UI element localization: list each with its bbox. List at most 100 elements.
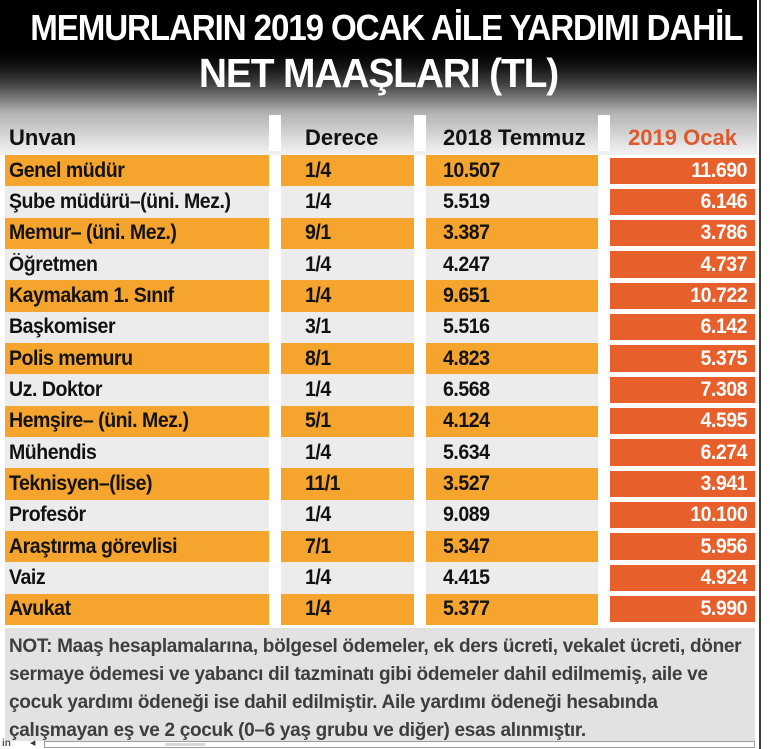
derece-text: 1/4 — [305, 283, 331, 307]
column-gap — [269, 186, 281, 218]
ocak-value-text: 5.375 — [700, 346, 747, 370]
cell-2019-ocak-highlight: 11.690 — [610, 157, 755, 184]
unvan-text: Polis memuru — [9, 346, 133, 370]
cell-unvan: Memur– (üni. Mez.) — [5, 217, 269, 249]
column-gap — [414, 468, 426, 500]
cell-derece: 1/4 — [281, 562, 414, 594]
ocak-value-text: 10.722 — [690, 283, 747, 307]
temmuz-value-text: 10.507 — [443, 158, 500, 182]
cell-unvan: Profesör — [5, 499, 269, 531]
cell-2018-temmuz: 5.634 — [426, 436, 598, 469]
temmuz-value-text: 5.634 — [443, 440, 490, 464]
column-header-derece: Derece — [305, 125, 379, 150]
cell-2018-temmuz: 5.519 — [426, 186, 598, 218]
ocak-value-text: 5.990 — [700, 597, 747, 621]
table-header-row: Unvan Derece 2018 Temmuz 2019 Ocak — [0, 115, 757, 155]
cell-derece: 1/4 — [281, 436, 414, 469]
temmuz-value-text: 3.527 — [443, 471, 490, 495]
derece-text: 9/1 — [305, 221, 331, 245]
column-gap — [598, 342, 610, 375]
scrollbar-thumb[interactable] — [165, 743, 205, 746]
column-gap — [269, 405, 281, 437]
column-gap — [598, 115, 610, 151]
column-gap — [269, 530, 281, 563]
unvan-text: Memur– (üni. Mez.) — [9, 221, 177, 245]
column-gap — [414, 530, 426, 563]
column-gap — [414, 374, 426, 406]
column-gap — [269, 115, 281, 151]
cell-2018-temmuz: 4.124 — [426, 405, 598, 437]
column-gap — [414, 155, 426, 187]
scroll-left-arrow-icon[interactable]: ◀ — [30, 740, 36, 747]
table-row: Teknisyen–(lise) 11/1 3.527 3.941 — [0, 468, 757, 500]
column-gap — [269, 499, 281, 531]
table-row: Vaiz 1/4 4.415 4.924 — [0, 562, 757, 594]
scrollbar-track[interactable] — [44, 741, 755, 748]
temmuz-value-text: 6.568 — [443, 377, 490, 401]
column-gap — [269, 562, 281, 594]
cell-derece: 5/1 — [281, 405, 414, 437]
cell-unvan: Genel müdür — [5, 155, 269, 187]
temmuz-value-text: 5.377 — [443, 597, 490, 621]
column-gap — [598, 593, 610, 625]
derece-text: 1/4 — [305, 597, 331, 621]
column-gap — [269, 217, 281, 249]
column-gap — [598, 499, 610, 531]
column-gap — [414, 342, 426, 375]
ocak-value-text: 10.100 — [690, 503, 747, 527]
cell-derece: 7/1 — [281, 530, 414, 563]
cell-2019-ocak-highlight: 7.308 — [610, 376, 755, 404]
column-gap — [269, 593, 281, 625]
unvan-text: Kaymakam 1. Sınıf — [9, 283, 174, 307]
column-gap — [598, 217, 610, 249]
column-gap — [414, 186, 426, 218]
ocak-value-text: 6.142 — [700, 315, 747, 339]
cell-2018-temmuz: 10.507 — [426, 155, 598, 187]
masthead: MEMURLARIN 2019 OCAK AİLE YARDIMI DAHİL … — [0, 0, 757, 115]
column-gap — [598, 374, 610, 406]
cell-derece: 1/4 — [281, 186, 414, 218]
temmuz-value-text: 5.516 — [443, 315, 490, 339]
cell-2019-ocak-highlight: 10.100 — [610, 502, 755, 529]
table-row: Polis memuru 8/1 4.823 5.375 — [0, 342, 757, 375]
cell-derece: 1/4 — [281, 593, 414, 625]
cell-unvan: Araştırma görevlisi — [5, 530, 269, 563]
cell-unvan: Avukat — [5, 593, 269, 625]
table-row: Öğretmen 1/4 4.247 4.737 — [0, 248, 757, 281]
column-header-2019-ocak: 2019 Ocak — [628, 125, 737, 150]
cell-2019-ocak-highlight: 6.142 — [610, 314, 755, 341]
unvan-text: Araştırma görevlisi — [9, 534, 178, 558]
cell-2019-ocak-highlight: 3.941 — [610, 470, 755, 498]
table-row: Avukat 1/4 5.377 5.990 — [0, 593, 757, 625]
column-header-2018-temmuz: 2018 Temmuz — [443, 125, 586, 150]
cell-unvan: Polis memuru — [5, 342, 269, 375]
cell-derece: 1/4 — [281, 280, 414, 312]
column-gap — [269, 155, 281, 187]
column-gap — [414, 311, 426, 343]
column-gap — [598, 155, 610, 187]
column-gap — [414, 280, 426, 312]
derece-text: 1/4 — [305, 189, 331, 213]
column-gap — [598, 186, 610, 218]
cell-2019-ocak-highlight: 4.924 — [610, 564, 755, 592]
derece-text: 1/4 — [305, 440, 331, 464]
cell-derece: 8/1 — [281, 342, 414, 375]
cell-2018-temmuz: 3.527 — [426, 468, 598, 500]
cell-unvan: Kaymakam 1. Sınıf — [5, 280, 269, 312]
table-row: Memur– (üni. Mez.) 9/1 3.387 3.786 — [0, 217, 757, 249]
unvan-text: Genel müdür — [9, 158, 125, 182]
cell-unvan: Vaiz — [5, 562, 269, 594]
horizontal-scrollbar[interactable]: in ◀ — [0, 738, 757, 749]
table-row: Uz. Doktor 1/4 6.568 7.308 — [0, 374, 757, 406]
unvan-text: Öğretmen — [9, 252, 98, 276]
temmuz-value-text: 4.124 — [443, 409, 490, 433]
column-gap — [414, 405, 426, 437]
table-row: Şube müdürü–(üni. Mez.) 1/4 5.519 6.146 — [0, 186, 757, 218]
temmuz-value-text: 9.089 — [443, 503, 490, 527]
table-row: Hemşire– (üni. Mez.) 5/1 4.124 4.595 — [0, 405, 757, 437]
derece-text: 1/4 — [305, 503, 331, 527]
cell-derece: 11/1 — [281, 468, 414, 500]
table-row: Başkomiser 3/1 5.516 6.142 — [0, 311, 757, 343]
unvan-text: Teknisyen–(lise) — [9, 471, 153, 495]
cell-unvan: Başkomiser — [5, 311, 269, 343]
